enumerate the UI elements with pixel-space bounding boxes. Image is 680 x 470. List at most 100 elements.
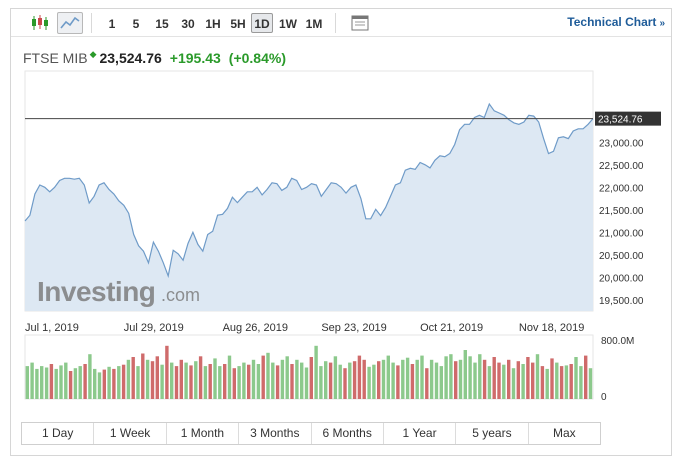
period-15-min[interactable]: 15: [155, 17, 169, 31]
volume-bar: [574, 357, 578, 399]
volume-bar: [482, 359, 487, 399]
volume-bar: [381, 359, 386, 399]
volume-bar: [59, 365, 63, 399]
range-1-month[interactable]: 1 Month: [167, 423, 240, 444]
price-tick-label: 21,000.00: [599, 228, 644, 239]
volume-bar: [271, 362, 275, 399]
volume-bar: [324, 361, 328, 399]
date-tick-label: Jul 1, 2019: [25, 322, 79, 334]
volume-bar: [275, 365, 280, 399]
volume-bar: [126, 359, 131, 399]
line-chart-icon[interactable]: [57, 12, 83, 34]
volume-bar: [405, 357, 410, 399]
price-tick-label: 20,000.00: [599, 273, 644, 284]
range-1-year[interactable]: 1 Year: [384, 423, 457, 444]
volume-bar: [256, 364, 261, 399]
volume-area: [24, 334, 594, 400]
volume-bar: [49, 364, 54, 399]
volume-bar: [420, 355, 424, 399]
date-tick-label: Nov 18, 2019: [519, 322, 584, 334]
date-tick-label: Aug 26, 2019: [223, 322, 288, 334]
volume-bar: [121, 364, 126, 399]
period-30-min[interactable]: 30: [181, 17, 195, 31]
period-1-week[interactable]: 1W: [279, 17, 297, 31]
volume-bar: [372, 364, 376, 399]
volume-bar: [425, 368, 429, 399]
price-area: [25, 104, 593, 311]
volume-bar: [280, 359, 285, 399]
volume-bar: [73, 368, 78, 399]
period-1-hour[interactable]: 1H: [205, 17, 221, 31]
volume-bar: [367, 366, 371, 399]
double-chevron-right-icon: »: [659, 18, 665, 29]
volume-bar: [117, 366, 121, 399]
volume-bar: [569, 364, 573, 399]
volume-bar: [454, 361, 458, 399]
volume-bar: [319, 366, 323, 399]
period-1-day[interactable]: 1D: [251, 13, 273, 33]
range-5-years[interactable]: 5 years: [456, 423, 529, 444]
volume-bar: [463, 350, 467, 399]
volume-bar: [439, 366, 443, 399]
price-tick-label: 22,000.00: [599, 183, 644, 194]
volume-bar: [531, 362, 535, 399]
volume-bar: [434, 362, 439, 399]
investing-watermark-suffix: .com: [161, 285, 200, 305]
range-max[interactable]: Max: [552, 426, 576, 440]
price-tick-label: 19,500.00: [599, 296, 644, 307]
quote-header: FTSE MIB ◆ 23,524.76 +195.43 (+0.84%): [23, 49, 286, 66]
price-chart[interactable]: 23,000.00 22,500.00 22,000.00 21,500.00 21,0…: [11, 9, 671, 419]
window-icon[interactable]: [347, 12, 373, 34]
range-1-day[interactable]: 1 Day: [22, 423, 95, 444]
chart-toolbar: 1 5 15 30 1H 5H 1D 1W 1M Technical Chart…: [11, 9, 671, 37]
volume-bar: [391, 362, 395, 399]
period-1-min[interactable]: 1: [108, 17, 116, 31]
volume-bar: [401, 359, 405, 399]
volume-bar: [179, 359, 183, 399]
range-3-months[interactable]: 3 Months: [239, 423, 312, 444]
volume-bar: [559, 366, 564, 399]
volume-bar: [78, 366, 82, 399]
volume-bar: [352, 361, 357, 399]
time-range-selector: 1 Day 1 Week 1 Month 3 Months 6 Months 1…: [21, 422, 601, 445]
volume-bar: [88, 354, 92, 399]
volume-bar: [218, 366, 222, 399]
volume-bar: [396, 365, 400, 399]
volume-bar: [242, 362, 246, 399]
last-price: 23,524.76: [99, 50, 162, 66]
technical-chart-label: Technical Chart: [567, 15, 657, 29]
volume-bar: [357, 355, 362, 399]
volume-bar: [290, 364, 294, 399]
volume-bar: [97, 372, 102, 399]
volume-bar: [588, 368, 593, 399]
period-5-min[interactable]: 5: [132, 17, 140, 31]
period-5-hour[interactable]: 5H: [230, 17, 246, 31]
volume-tick-label: 0: [601, 392, 607, 403]
technical-chart-link[interactable]: Technical Chart»: [567, 15, 665, 29]
volume-bar: [237, 366, 241, 399]
volume-bar: [328, 362, 333, 399]
volume-bar: [107, 366, 111, 399]
volume-bar: [227, 355, 232, 399]
volume-bar: [64, 362, 68, 399]
period-1-month[interactable]: 1M: [305, 17, 323, 31]
volume-bar: [300, 362, 304, 399]
volume-bar: [564, 365, 569, 399]
range-1-week[interactable]: 1 Week: [94, 423, 167, 444]
volume-bar: [232, 368, 236, 399]
price-tick-label: 20,500.00: [599, 251, 644, 262]
volume-bar: [444, 356, 448, 399]
volume-bar: [584, 355, 588, 399]
price-change: +195.43: [169, 50, 221, 66]
volume-bar: [40, 366, 44, 399]
volume-bar: [145, 359, 150, 399]
volume-bar: [338, 364, 342, 399]
volume-bar: [333, 356, 338, 399]
date-tick-label: Jul 29, 2019: [124, 322, 184, 334]
volume-bar: [93, 368, 97, 399]
volume-bar: [468, 356, 472, 399]
range-6-months[interactable]: 6 Months: [312, 423, 384, 444]
volume-bar: [150, 361, 155, 399]
candlestick-icon[interactable]: [27, 12, 53, 34]
volume-bar: [247, 364, 251, 399]
